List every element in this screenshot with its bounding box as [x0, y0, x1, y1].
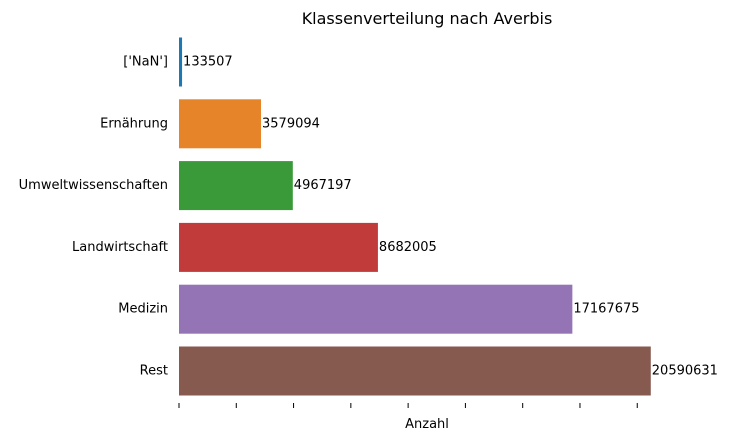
- category-label-medizin: Medizin: [118, 302, 168, 317]
- chart-title: Klassenverteilung nach Averbis: [302, 9, 553, 28]
- category-label-rest: Rest: [140, 364, 168, 379]
- category-label-umweltwissenschaften: Umweltwissenschaften: [19, 178, 168, 193]
- category-label-nan: ['NaN']: [123, 55, 168, 70]
- category-label-landwirtschaft: Landwirtschaft: [72, 240, 168, 255]
- value-label-nan: 133507: [183, 55, 233, 70]
- bar-landwirtschaft: [179, 222, 378, 272]
- labels-layer: ['NaN'] 133507 Ernährung 3579094 Umweltwisse…: [19, 55, 718, 379]
- bar-ernaehrung: [179, 99, 262, 149]
- bar-umweltwissenschaften: [179, 161, 293, 211]
- value-label-landwirtschaft: 8682005: [379, 240, 437, 255]
- bar-rest: [179, 346, 651, 396]
- value-label-umweltwissenschaften: 4967197: [294, 178, 352, 193]
- value-label-ernaehrung: 3579094: [262, 116, 320, 131]
- x-ticks-layer: [178, 403, 638, 408]
- value-label-rest: 20590631: [652, 364, 718, 379]
- x-axis-label: Anzahl: [405, 417, 449, 432]
- bar-medizin: [179, 284, 573, 334]
- bars-layer: [179, 37, 651, 396]
- category-label-ernaehrung: Ernährung: [100, 116, 168, 131]
- bar-nan: [179, 37, 183, 87]
- value-label-medizin: 17167675: [573, 302, 639, 317]
